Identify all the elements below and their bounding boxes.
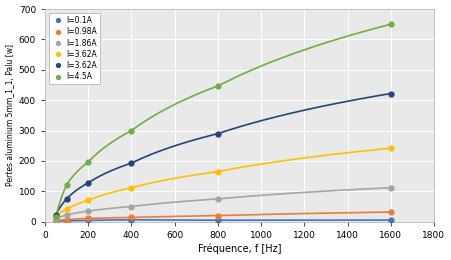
Line: I=1.86A: I=1.86A — [53, 185, 393, 221]
Line: I=3.62A: I=3.62A — [53, 146, 393, 219]
I=3.62A — [64, 207, 69, 211]
I=0.98A — [53, 219, 59, 222]
I=4.5A — [86, 160, 91, 164]
Line: I=0.98A: I=0.98A — [53, 210, 393, 223]
I=4.5A — [53, 216, 59, 219]
I=1.86A — [86, 210, 91, 213]
I=3.62A — [86, 181, 91, 184]
I=3.62A — [388, 92, 393, 95]
I=0.1A — [388, 218, 393, 222]
I=3.62A — [53, 215, 59, 218]
I=4.5A — [388, 23, 393, 26]
I=0.98A — [64, 218, 69, 221]
I=3.62A — [215, 170, 221, 173]
I=3.62A — [129, 161, 134, 165]
I=4.5A — [64, 183, 69, 186]
Line: I=4.5A: I=4.5A — [53, 22, 393, 220]
Y-axis label: Pertes aluminium 5mm_1_1, Palu [w]: Pertes aluminium 5mm_1_1, Palu [w] — [5, 44, 14, 186]
I=4.5A — [215, 84, 221, 87]
I=1.86A — [53, 217, 59, 220]
I=0.1A — [129, 218, 134, 221]
I=1.86A — [215, 197, 221, 200]
I=0.1A — [215, 219, 221, 222]
I=0.98A — [129, 216, 134, 219]
I=0.1A — [64, 219, 69, 222]
I=4.5A — [129, 129, 134, 132]
I=0.98A — [86, 217, 91, 220]
I=1.86A — [64, 213, 69, 217]
I=3.62A — [129, 186, 134, 189]
Line: I=3.62A: I=3.62A — [53, 91, 393, 218]
I=1.86A — [388, 186, 393, 189]
I=0.98A — [215, 214, 221, 217]
I=0.1A — [86, 219, 91, 222]
I=3.62A — [64, 197, 69, 200]
I=1.86A — [129, 205, 134, 208]
X-axis label: Fréquence, f [Hz]: Fréquence, f [Hz] — [198, 244, 281, 255]
I=0.1A — [53, 220, 59, 223]
Line: I=0.1A: I=0.1A — [53, 217, 393, 224]
I=3.62A — [388, 147, 393, 150]
I=0.98A — [388, 210, 393, 213]
I=3.62A — [86, 199, 91, 202]
I=3.62A — [215, 132, 221, 135]
Legend: I=0.1A, I=0.98A, I=1.86A, I=3.62A, I=3.62A, I=4.5A: I=0.1A, I=0.98A, I=1.86A, I=3.62A, I=3.6… — [49, 13, 100, 84]
I=3.62A — [53, 213, 59, 217]
